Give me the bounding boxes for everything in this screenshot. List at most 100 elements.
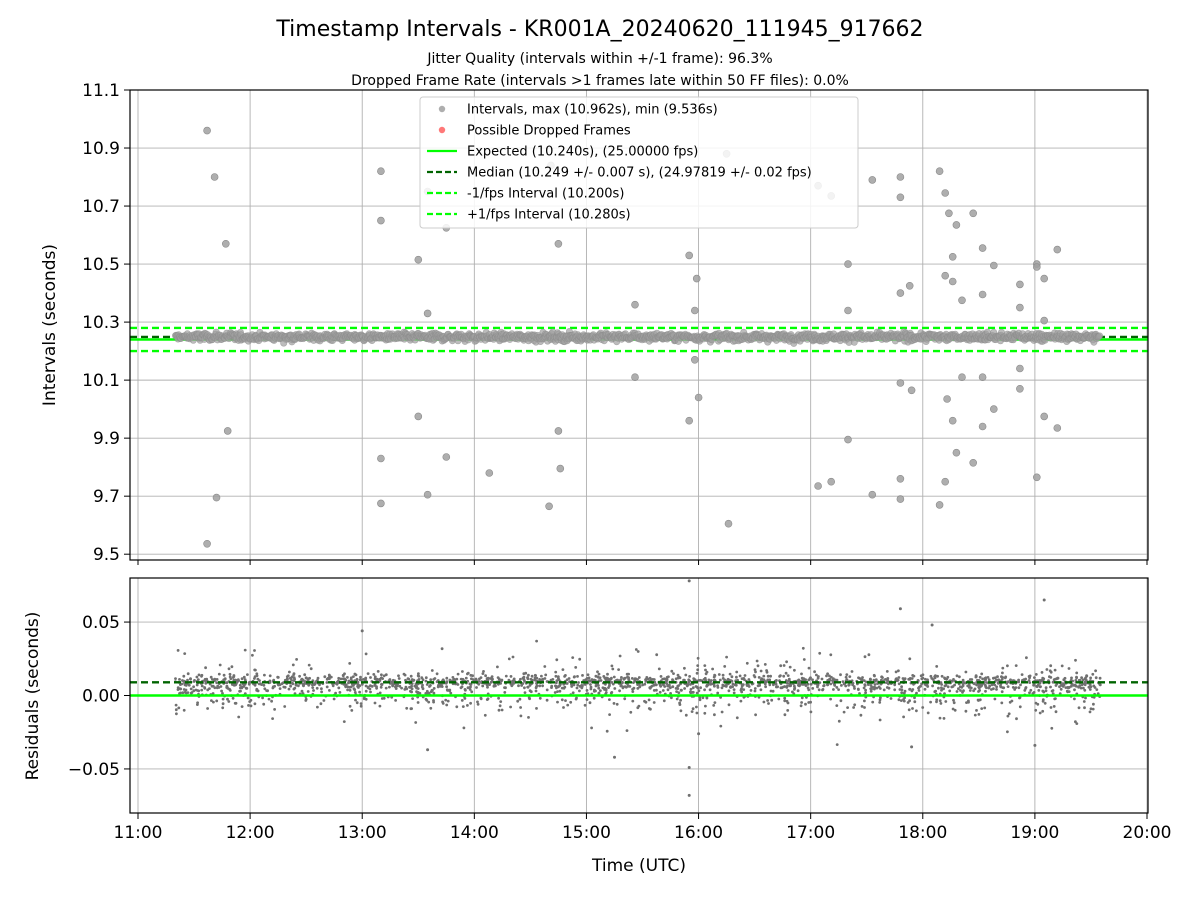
interval-outlier-point [423,490,432,499]
intervals-y-tick-label-8: 11.1 [82,81,120,101]
residual-point [1001,671,1004,675]
residual-point [837,719,841,723]
interval-outlier-point [905,281,914,290]
residual-point [842,710,846,714]
residual-point [197,673,201,677]
residual-point [418,691,422,695]
residual-point [619,683,623,687]
residual-point [786,674,790,677]
residual-point [785,699,789,703]
residual-point [1018,705,1022,709]
residual-point [917,689,921,692]
residual-point [1006,685,1010,688]
residual-point [200,673,204,677]
residuals-panel: −0.050.000.05 11:00 12:00 13:00 14:00 15:00 1… [23,577,1172,876]
residual-point [1070,676,1073,680]
residual-point [804,702,807,706]
residual-point [722,684,725,687]
residual-point [466,672,469,676]
residual-point [320,687,323,691]
residual-point [379,685,383,689]
residual-point [864,688,867,692]
residual-point [369,690,372,694]
residual-point [809,676,812,680]
intervals-y-ticks: 9.5 9.7 9.9 10.1 10.3 10.5 10.7 10.9 11.1 [82,81,130,565]
residual-point [657,667,661,671]
residual-point [879,696,882,700]
residual-point [194,688,198,692]
interval-outlier-point [868,490,877,499]
residual-point [486,697,490,701]
residual-point [372,673,376,676]
residual-point [769,674,772,678]
residual-point [1015,717,1018,721]
residual-point [945,677,949,681]
residual-point [1089,676,1092,680]
residual-point [571,656,575,659]
residual-point [430,669,434,672]
residual-point [246,673,249,676]
residual-point [1053,697,1057,701]
residual-point [697,689,701,693]
residual-point [1095,688,1099,691]
residual-point [492,684,496,688]
residual-point [497,708,501,712]
residual-point [253,668,257,672]
residual-point [911,707,914,710]
residual-point [297,684,300,688]
residual-point [1067,667,1071,670]
interval-outlier-point [377,216,385,225]
residual-point [416,701,420,704]
residual-point [309,667,313,671]
residual-point [1063,676,1067,680]
residual-point [384,686,388,690]
residual-point [709,681,712,685]
residual-point [699,686,702,690]
interval-outlier-point [896,289,905,297]
residual-point [554,674,558,678]
residual-point [807,678,811,682]
residual-point [523,691,527,694]
residual-point [271,717,274,720]
residual-point [713,713,716,717]
residual-point [314,680,318,684]
residual-point [770,698,774,702]
residual-point [940,683,943,686]
residual-point [203,686,207,690]
residual-point [926,678,929,682]
residual-point [762,674,766,678]
residual-point [295,658,298,661]
residual-point [445,685,448,689]
residual-point [483,713,487,717]
residual-outlier-point [910,745,914,749]
residual-point [696,656,700,660]
residual-point [273,708,276,711]
interval-outlier-point [1016,303,1024,312]
residual-point [603,676,607,680]
residual-point [541,684,544,688]
residual-point [527,673,530,677]
interval-outlier-point [724,519,733,528]
residual-point [597,672,601,676]
residual-point [596,675,600,679]
residual-point [631,690,635,693]
residual-point [238,683,242,687]
residual-point [429,706,433,710]
residual-point [325,677,329,681]
residual-point [247,704,250,707]
residual-point [679,698,682,702]
legend-label-5: +1/fps Interval (10.280s) [467,208,631,223]
residual-point [745,661,749,665]
interval-outlier-point [203,539,211,548]
residual-point [840,684,843,687]
residual-point [222,673,226,677]
interval-outlier-point [943,395,951,403]
residual-point [1040,671,1044,674]
residual-point [359,675,362,679]
residual-point [227,700,231,703]
residual-point [1089,707,1093,711]
residual-point [1000,675,1003,679]
interval-outlier-point [896,193,905,202]
residual-point [684,673,688,677]
